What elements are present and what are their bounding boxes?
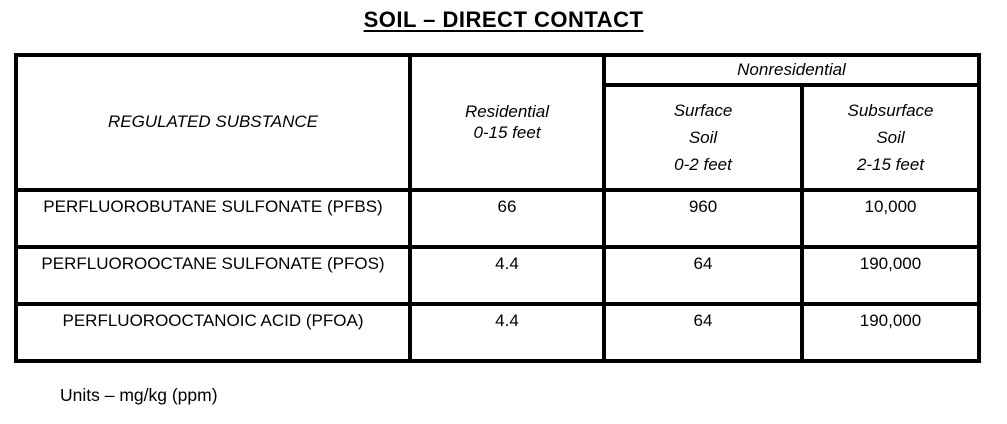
header-nonresidential: Nonresidential [602,53,981,87]
surface-soil-value-cell: 960 [602,188,804,249]
table-row-pfoa: PERFLUOROOCTANOIC ACID (PFOA) 4.4 64 190… [14,302,981,363]
substance-name-cell: PERFLUOROOCTANE SULFONATE (PFOS) [14,245,412,306]
substance-name-cell: PERFLUOROOCTANOIC ACID (PFOA) [14,302,412,363]
substance-name-cell: PERFLUOROBUTANE SULFONATE (PFBS) [14,188,412,249]
table-row-pfos: PERFLUOROOCTANE SULFONATE (PFOS) 4.4 64 … [14,245,981,306]
header-surface-soil: Surface Soil 0-2 feet [602,83,804,192]
header-regulated-substance: REGULATED SUBSTANCE [14,53,412,192]
header-row-group: REGULATED SUBSTANCE Residential 0-15 fee… [14,53,981,192]
header-row-sub: Surface Soil 0-2 feet Subsurface Soil 2-… [16,83,981,192]
units-note: Units – mg/kg (ppm) [60,385,218,405]
subsurface-soil-value-cell: 10,000 [800,188,981,249]
residential-value-cell: 4.4 [408,245,606,306]
header-residential: Residential 0-15 feet [408,53,606,192]
header-subsurface-soil: Subsurface Soil 2-15 feet [800,83,981,192]
page-title: SOIL – DIRECT CONTACT [0,0,1007,33]
subsurface-soil-value-cell: 190,000 [800,302,981,363]
soil-direct-contact-table: REGULATED SUBSTANCE Residential 0-15 fee… [14,53,981,363]
page-title-text: SOIL – DIRECT CONTACT [363,7,644,32]
residential-value-cell: 4.4 [408,302,606,363]
surface-soil-value-cell: 64 [602,302,804,363]
table-row-pfbs: PERFLUOROBUTANE SULFONATE (PFBS) 66 960 … [14,188,981,249]
subsurface-soil-value-cell: 190,000 [800,245,981,306]
surface-soil-value-cell: 64 [602,245,804,306]
residential-value-cell: 66 [408,188,606,249]
